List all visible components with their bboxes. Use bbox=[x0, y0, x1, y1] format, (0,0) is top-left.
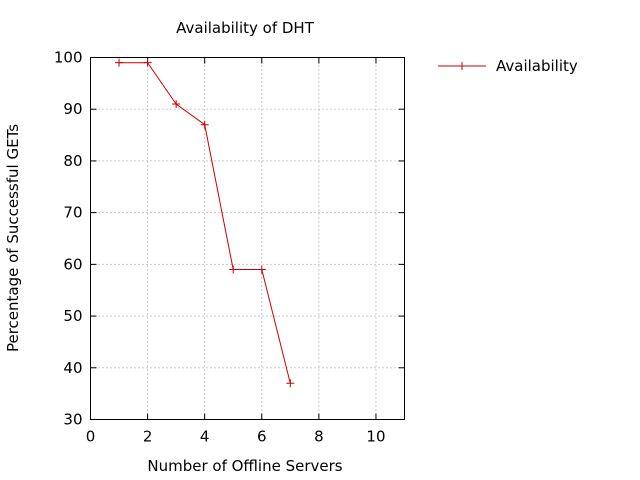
y-tick-label: 70 bbox=[63, 204, 82, 222]
data-point-marker bbox=[115, 58, 124, 67]
y-tick-label: 60 bbox=[63, 255, 82, 273]
plot-frame bbox=[90, 57, 405, 420]
data-point-marker bbox=[172, 100, 181, 109]
data-point-marker bbox=[143, 58, 152, 67]
data-point-marker bbox=[286, 379, 295, 388]
series-line-availability bbox=[119, 62, 291, 384]
x-tick-label: 6 bbox=[257, 428, 267, 446]
x-tick-label: 4 bbox=[200, 428, 210, 446]
x-axis-label: Number of Offline Servers bbox=[147, 457, 342, 475]
y-tick-label: 80 bbox=[63, 152, 82, 170]
x-tick-label: 2 bbox=[143, 428, 153, 446]
legend-label: Availability bbox=[496, 57, 578, 75]
x-tick-label: 10 bbox=[366, 428, 385, 446]
y-tick-label: 90 bbox=[63, 100, 82, 118]
x-tick-label: 8 bbox=[314, 428, 324, 446]
x-tick-label: 0 bbox=[86, 428, 96, 446]
y-tick-label: 50 bbox=[63, 307, 82, 325]
data-point-marker bbox=[229, 265, 238, 274]
y-tick-label: 40 bbox=[63, 359, 82, 377]
legend: Availability bbox=[438, 57, 578, 75]
axis-ticks: 0 2 4 6 8 10 30 40 50 60 70 80 90 100 bbox=[54, 49, 405, 446]
chart-title: Availability of DHT bbox=[176, 19, 315, 37]
series-layer bbox=[115, 58, 295, 388]
data-point-marker bbox=[257, 265, 266, 274]
y-tick-label: 30 bbox=[63, 411, 82, 429]
legend-marker bbox=[458, 62, 466, 70]
data-point-marker bbox=[200, 120, 209, 129]
y-tick-label: 100 bbox=[54, 49, 83, 67]
y-axis-label: Percentage of Successful GETs bbox=[4, 124, 22, 352]
gridlines bbox=[90, 57, 405, 420]
